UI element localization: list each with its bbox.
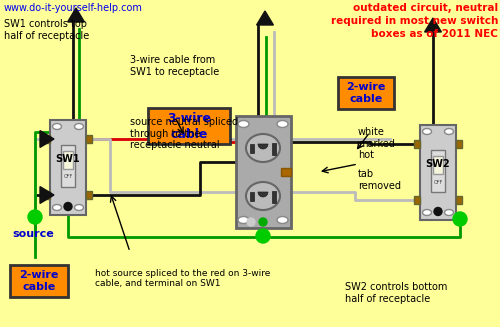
Polygon shape <box>256 11 274 25</box>
Text: SW2 controls bottom
half of receptacle: SW2 controls bottom half of receptacle <box>345 282 448 303</box>
Text: 2-wire
cable: 2-wire cable <box>346 82 386 104</box>
Bar <box>86 135 92 143</box>
Text: source neutral spliced
through to the
receptacle neutral: source neutral spliced through to the re… <box>130 117 238 150</box>
Ellipse shape <box>277 121 288 128</box>
Ellipse shape <box>238 216 249 223</box>
Polygon shape <box>40 130 54 147</box>
Ellipse shape <box>74 204 84 211</box>
Bar <box>63 151 73 169</box>
Wedge shape <box>258 144 268 149</box>
Bar <box>272 191 276 203</box>
Bar <box>86 191 92 199</box>
Bar <box>420 125 456 219</box>
Ellipse shape <box>246 182 280 210</box>
Bar <box>431 150 445 192</box>
Bar <box>10 265 68 297</box>
Circle shape <box>259 218 267 226</box>
Bar <box>280 168 290 176</box>
Ellipse shape <box>238 121 249 128</box>
Circle shape <box>28 210 42 224</box>
Bar <box>236 116 290 228</box>
Circle shape <box>453 212 467 226</box>
Ellipse shape <box>422 129 432 134</box>
Polygon shape <box>424 18 442 32</box>
Bar <box>44 191 50 199</box>
Ellipse shape <box>422 210 432 215</box>
Bar <box>250 192 254 201</box>
Circle shape <box>247 218 255 226</box>
Polygon shape <box>40 187 54 203</box>
Text: SW2: SW2 <box>426 159 450 169</box>
Ellipse shape <box>246 134 280 162</box>
Ellipse shape <box>52 204 62 211</box>
Text: OFF: OFF <box>64 175 72 180</box>
Ellipse shape <box>444 129 454 134</box>
Text: tab
removed: tab removed <box>358 169 401 191</box>
Text: SW1 controls top
half of receptacle: SW1 controls top half of receptacle <box>4 19 89 41</box>
Circle shape <box>434 208 442 215</box>
Bar <box>61 145 75 187</box>
Bar <box>433 156 443 174</box>
Text: OFF: OFF <box>434 180 442 184</box>
Bar <box>414 196 420 204</box>
Polygon shape <box>68 8 84 22</box>
Text: hot source spliced to the red on 3-wire
cable, and terminal on SW1: hot source spliced to the red on 3-wire … <box>95 269 270 288</box>
Bar <box>456 140 462 148</box>
Ellipse shape <box>444 210 454 215</box>
Text: www.do-it-yourself-help.com: www.do-it-yourself-help.com <box>4 3 143 13</box>
Bar <box>414 140 420 148</box>
Bar <box>44 135 50 143</box>
Bar <box>250 144 254 153</box>
Ellipse shape <box>74 124 84 129</box>
Ellipse shape <box>52 124 62 129</box>
Bar <box>50 119 86 215</box>
Text: 3-wire
cable: 3-wire cable <box>167 112 211 141</box>
Text: 3-wire cable from
SW1 to receptacle: 3-wire cable from SW1 to receptacle <box>130 55 219 77</box>
Circle shape <box>256 229 270 243</box>
Text: 2-wire
cable: 2-wire cable <box>20 270 59 292</box>
Text: outdated circuit, neutral
required in most new switch
boxes as of 2011 NEC: outdated circuit, neutral required in mo… <box>330 3 498 39</box>
Bar <box>338 77 394 109</box>
Bar <box>456 196 462 204</box>
Wedge shape <box>258 192 268 197</box>
Text: SW1: SW1 <box>56 154 80 164</box>
Ellipse shape <box>277 216 288 223</box>
Bar <box>272 143 276 155</box>
Bar <box>148 108 230 144</box>
Circle shape <box>64 202 72 211</box>
Text: white
marked
hot: white marked hot <box>358 127 395 160</box>
Text: source: source <box>12 229 54 239</box>
